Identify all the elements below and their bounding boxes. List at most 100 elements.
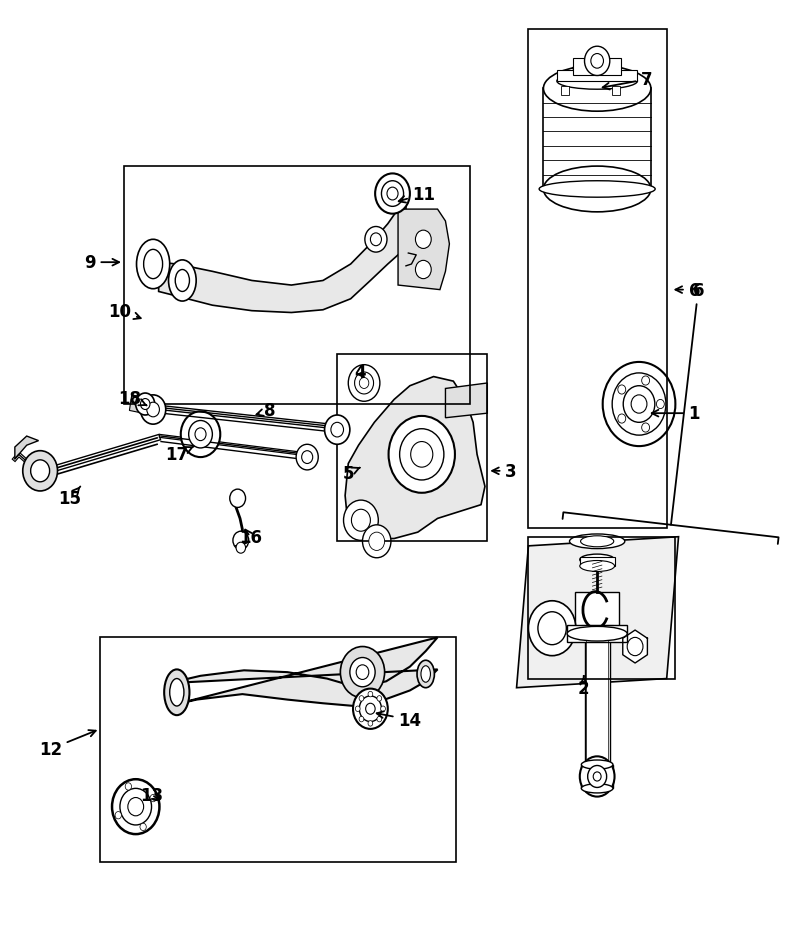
Text: 18: 18 (118, 389, 146, 407)
Circle shape (579, 756, 613, 797)
Circle shape (593, 772, 601, 781)
Circle shape (655, 400, 663, 409)
Circle shape (370, 234, 381, 247)
Circle shape (641, 423, 649, 432)
Bar (100, 638, 455, 861)
Circle shape (140, 823, 146, 831)
Circle shape (353, 689, 387, 729)
Bar (543, 89, 650, 189)
Circle shape (349, 658, 375, 687)
Circle shape (359, 696, 364, 702)
Bar (566, 625, 626, 642)
Bar (581, 625, 612, 636)
Circle shape (128, 798, 144, 816)
Ellipse shape (169, 261, 196, 302)
Ellipse shape (579, 561, 613, 572)
Text: 15: 15 (59, 487, 82, 508)
Polygon shape (445, 383, 487, 419)
Circle shape (375, 174, 410, 214)
Ellipse shape (566, 626, 626, 641)
Circle shape (622, 386, 654, 423)
Circle shape (340, 647, 384, 698)
Text: 6: 6 (675, 281, 699, 300)
Bar (528, 537, 674, 678)
Circle shape (377, 716, 381, 722)
Bar (528, 30, 666, 528)
Polygon shape (344, 377, 484, 539)
Text: 14: 14 (377, 711, 421, 729)
Polygon shape (169, 638, 437, 706)
Circle shape (377, 696, 381, 702)
Circle shape (355, 706, 360, 712)
Circle shape (630, 395, 646, 414)
Ellipse shape (421, 666, 430, 682)
Text: 3: 3 (491, 462, 516, 481)
Text: 12: 12 (39, 730, 96, 758)
Circle shape (368, 691, 373, 697)
Text: 6: 6 (562, 281, 777, 545)
Text: 4: 4 (354, 364, 365, 381)
Circle shape (359, 716, 364, 722)
Circle shape (415, 261, 430, 279)
Ellipse shape (569, 535, 624, 549)
Circle shape (31, 460, 50, 483)
Bar (581, 765, 612, 789)
Circle shape (120, 789, 151, 825)
Ellipse shape (417, 661, 434, 688)
Polygon shape (158, 200, 406, 313)
Bar (611, 86, 619, 96)
Circle shape (348, 366, 379, 402)
Text: 10: 10 (108, 303, 141, 320)
Circle shape (584, 47, 609, 76)
Polygon shape (397, 210, 449, 290)
Circle shape (528, 601, 575, 656)
Circle shape (415, 231, 430, 250)
Circle shape (626, 638, 642, 656)
Circle shape (386, 188, 397, 200)
Bar (573, 59, 621, 75)
Bar (336, 354, 487, 542)
Circle shape (125, 783, 132, 791)
Circle shape (324, 416, 349, 445)
Circle shape (136, 393, 154, 416)
Text: 16: 16 (238, 528, 262, 546)
Circle shape (362, 525, 390, 558)
Circle shape (381, 182, 403, 207)
Ellipse shape (175, 270, 190, 292)
Polygon shape (129, 395, 145, 414)
Text: 11: 11 (398, 186, 435, 203)
Ellipse shape (164, 670, 190, 715)
Ellipse shape (539, 182, 654, 198)
Circle shape (587, 766, 606, 788)
Circle shape (359, 378, 369, 389)
Text: 2: 2 (577, 677, 589, 697)
Circle shape (233, 532, 248, 550)
Ellipse shape (581, 760, 612, 769)
Polygon shape (622, 630, 646, 664)
Circle shape (410, 442, 432, 468)
Circle shape (602, 363, 675, 446)
Text: 1: 1 (651, 405, 699, 423)
Bar (124, 167, 470, 405)
Circle shape (150, 794, 156, 802)
Circle shape (343, 500, 378, 541)
Circle shape (641, 377, 649, 386)
Text: 5: 5 (342, 464, 359, 483)
Circle shape (380, 706, 385, 712)
Circle shape (617, 415, 625, 424)
Polygon shape (14, 436, 39, 459)
Circle shape (230, 490, 245, 508)
Bar (579, 557, 613, 566)
Ellipse shape (543, 167, 650, 213)
Circle shape (368, 721, 373, 727)
Bar (574, 592, 618, 628)
Ellipse shape (543, 67, 650, 112)
Ellipse shape (580, 536, 613, 548)
Circle shape (354, 372, 373, 394)
Circle shape (236, 543, 245, 554)
Circle shape (141, 395, 165, 425)
Circle shape (331, 423, 343, 437)
Circle shape (365, 227, 386, 252)
Ellipse shape (581, 784, 612, 793)
Circle shape (115, 812, 121, 819)
